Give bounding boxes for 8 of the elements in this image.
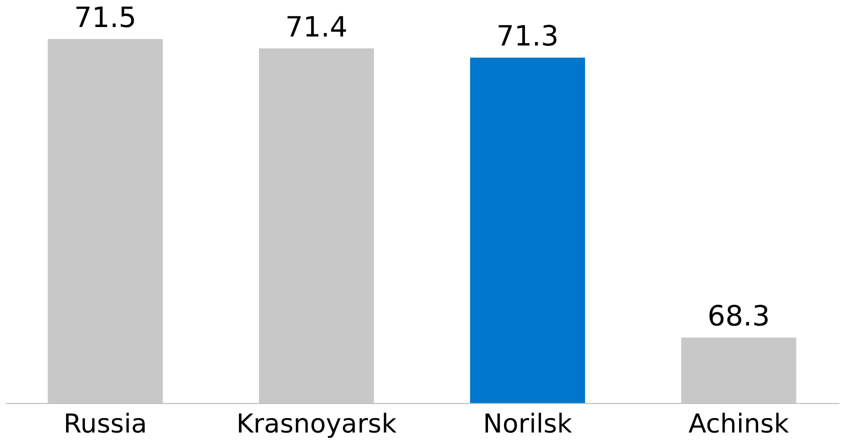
x-tick-label: Krasnoyarsk	[236, 410, 397, 440]
data-label: 68.3	[708, 300, 770, 333]
x-tick-label: Achinsk	[688, 410, 789, 440]
data-label: 71.5	[74, 1, 136, 34]
data-label: 71.3	[496, 20, 559, 53]
data-label: 71.4	[285, 10, 348, 44]
x-tick-label: Russia	[63, 410, 148, 440]
x-tick-label: Norilsk	[483, 410, 572, 440]
